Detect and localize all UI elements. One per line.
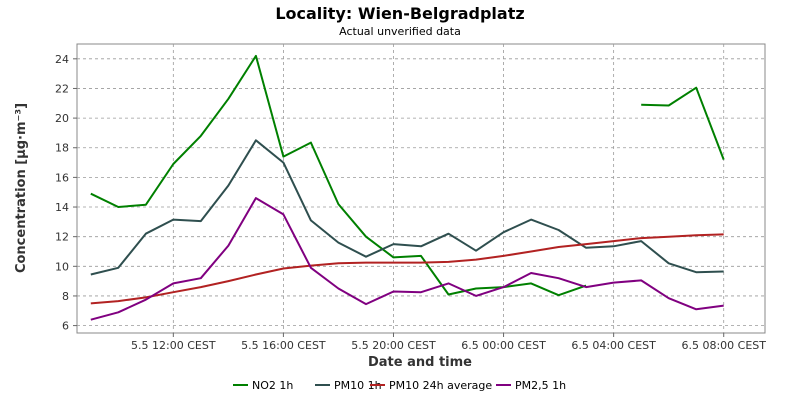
y-tick-label: 16 <box>55 171 69 184</box>
legend-label: PM10 24h average <box>389 379 492 392</box>
series-group <box>90 54 725 321</box>
legend-label: PM10 1h <box>334 379 382 392</box>
y-tick-label: 14 <box>55 201 69 214</box>
x-tick-label: 5.5 12:00 CEST <box>131 339 216 352</box>
y-tick-label: 22 <box>55 82 69 95</box>
series-line <box>90 197 724 321</box>
y-axis: 6 8 10 12 14 16 18 20 22 24 <box>55 53 77 333</box>
series-line <box>90 139 724 276</box>
y-tick-label: 8 <box>62 290 69 303</box>
x-tick-label: 6.5 00:00 CEST <box>461 339 546 352</box>
y-axis-title: Concentration [µg·m⁻³] <box>14 103 29 273</box>
legend-label: NO2 1h <box>252 379 293 392</box>
series-line <box>641 86 725 160</box>
y-tick-label: 10 <box>55 260 69 273</box>
chart-title: Locality: Wien-Belgradplatz <box>275 4 524 23</box>
series-1 <box>90 139 724 276</box>
x-tick-label: 5.5 16:00 CEST <box>241 339 326 352</box>
x-axis: 5.5 12:00 CEST 5.5 16:00 CEST 5.5 20:00 CE… <box>131 333 766 352</box>
y-tick-label: 20 <box>55 112 69 125</box>
chart-subtitle: Actual unverified data <box>339 25 461 38</box>
series-2 <box>90 233 724 305</box>
x-axis-title: Date and time <box>368 355 472 370</box>
y-tick-label: 18 <box>55 142 69 155</box>
y-tick-label: 12 <box>55 231 69 244</box>
y-tick-label: 6 <box>62 320 69 333</box>
series-line <box>90 233 724 305</box>
series-3 <box>90 197 724 321</box>
x-tick-label: 6.5 08:00 CEST <box>681 339 766 352</box>
x-tick-label: 5.5 20:00 CEST <box>351 339 436 352</box>
grid <box>77 44 765 333</box>
plot-area <box>76 43 766 334</box>
legend: NO2 1h PM10 1h PM10 24h average PM2,5 1h <box>233 379 566 392</box>
x-tick-label: 6.5 04:00 CEST <box>571 339 656 352</box>
legend-label: PM2,5 1h <box>515 379 566 392</box>
y-tick-label: 24 <box>55 53 69 66</box>
